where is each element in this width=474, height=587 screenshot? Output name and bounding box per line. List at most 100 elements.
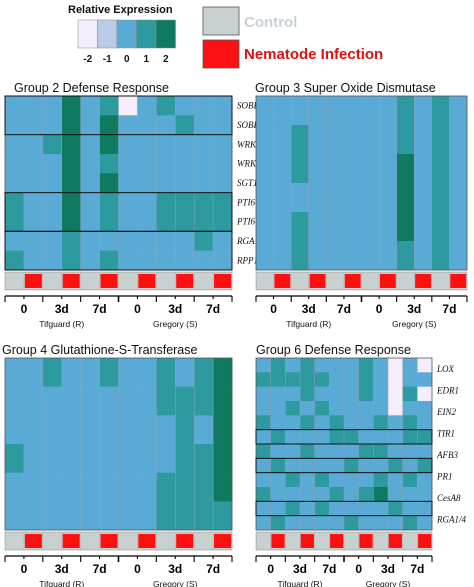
heatmap-cell — [213, 358, 233, 387]
heatmap-cell — [118, 358, 138, 387]
heatmap-cell — [314, 472, 330, 488]
heatmap-cell — [329, 401, 345, 416]
heatmap-cell — [270, 458, 286, 473]
heatmap-cell — [308, 241, 327, 271]
heatmap-cell — [61, 173, 81, 193]
heatmap-cell — [414, 125, 433, 155]
nematode-marker — [271, 534, 285, 548]
heatmap-cell — [156, 173, 176, 193]
heatmap-cell — [175, 358, 195, 387]
nematode-marker — [359, 534, 373, 548]
nematode-marker — [418, 534, 432, 548]
heatmap-cell — [373, 415, 389, 430]
heatmap-cell — [213, 415, 233, 445]
heatmap-cell — [42, 96, 63, 116]
heatmap-cell — [5, 212, 25, 232]
heatmap-cell — [194, 192, 214, 213]
legend-control-swatch — [202, 6, 240, 36]
heatmap-cell — [414, 183, 433, 213]
cultivar-label: Gregory (S) — [153, 579, 198, 587]
heatmap-cell — [213, 192, 233, 213]
heatmap-cell — [329, 372, 345, 387]
heatmap-cell — [213, 134, 233, 155]
nematode-marker — [176, 534, 194, 548]
heatmap-cell — [23, 231, 44, 251]
nematode-marker — [100, 534, 118, 548]
heatmap-cell — [213, 154, 233, 174]
heatmap-cell — [175, 192, 195, 213]
heatmap-cell — [373, 358, 389, 373]
heatmap-cell — [118, 386, 138, 416]
heatmap-cell — [373, 458, 389, 473]
heatmap-cell — [414, 154, 433, 184]
heatmap-cell — [213, 444, 233, 473]
heatmap-cell — [358, 458, 374, 473]
time-label: 3d — [381, 562, 395, 576]
heatmap-cell — [344, 415, 359, 430]
heatmap-cell — [402, 472, 418, 488]
heatmap-cell — [358, 386, 374, 402]
heatmap-cell — [344, 501, 359, 516]
gene-label: RGA1/4 — [436, 514, 466, 524]
time-label: 0 — [21, 302, 28, 316]
heatmap-cell — [326, 154, 345, 184]
heatmap-cell — [61, 212, 81, 232]
time-label: 3d — [293, 562, 307, 576]
heatmap-cell — [273, 212, 292, 242]
color-scale-labels: -2 -1 0 1 2 — [83, 54, 169, 65]
heatmap-cell — [417, 515, 433, 531]
heatmap-cell — [42, 134, 63, 155]
heatmap-cell — [175, 501, 195, 531]
heatmap-cell — [118, 173, 138, 193]
heatmap-cell — [5, 231, 25, 251]
heatmap-cell — [118, 501, 138, 531]
heatmap-cell — [388, 458, 403, 473]
heatmap-cell — [137, 386, 157, 416]
heatmap-cell — [194, 154, 214, 174]
heatmap-cell — [175, 154, 195, 174]
heatmap-cell — [329, 458, 345, 473]
heatmap-cell — [118, 231, 138, 251]
nematode-marker — [300, 534, 314, 548]
heatmap-cell — [99, 386, 119, 416]
nematode-marker — [344, 274, 361, 288]
heatmap-cell — [379, 125, 397, 155]
heatmap-cell — [256, 183, 274, 213]
heatmap-cell — [314, 386, 330, 402]
time-label: 3d — [168, 562, 182, 576]
heatmap-cell — [61, 134, 81, 155]
heatmap-cell — [42, 192, 63, 213]
heatmap-cell — [285, 429, 301, 445]
time-label: 0 — [21, 562, 28, 576]
heatmap-cell — [285, 415, 301, 430]
heatmap-cell — [373, 515, 389, 531]
heatmap-cell — [402, 401, 418, 416]
heatmap-cell — [5, 415, 25, 445]
heatmap-cell — [5, 386, 25, 416]
heatmap-cell — [23, 444, 44, 473]
heatmap-cell — [23, 96, 44, 116]
heatmap-cell — [417, 501, 433, 516]
heatmap-cell — [326, 96, 345, 126]
legend-title: Relative Expression — [68, 4, 173, 16]
cultivar-label: Gregory (S) — [392, 319, 437, 329]
heatmap-cell — [42, 231, 63, 251]
heatmap-cell — [137, 472, 157, 502]
heatmap-cell — [5, 444, 25, 473]
heatmap-cell — [5, 154, 25, 174]
heatmap-cell — [256, 458, 271, 473]
heatmap-cell — [61, 115, 81, 135]
time-label: 0 — [134, 302, 141, 316]
scale-label-2: 0 — [124, 54, 130, 65]
heatmap-cell — [118, 192, 138, 213]
scale-swatch-3 — [136, 19, 157, 49]
nematode-marker — [214, 534, 232, 548]
heatmap-cell — [5, 250, 25, 271]
heatmap-cell — [194, 444, 214, 473]
heatmap-cell — [270, 372, 286, 387]
heatmap-cell — [270, 429, 286, 445]
time-label: 0 — [134, 562, 141, 576]
heatmap-panel-3: LOX EDR1 EIN2 TIR1 AFB3 PR1 CesA8 RGA1/4 0 3d 7d 0 3… — [255, 357, 466, 587]
heatmap-cell — [156, 115, 176, 135]
heatmap-cell — [417, 401, 433, 416]
